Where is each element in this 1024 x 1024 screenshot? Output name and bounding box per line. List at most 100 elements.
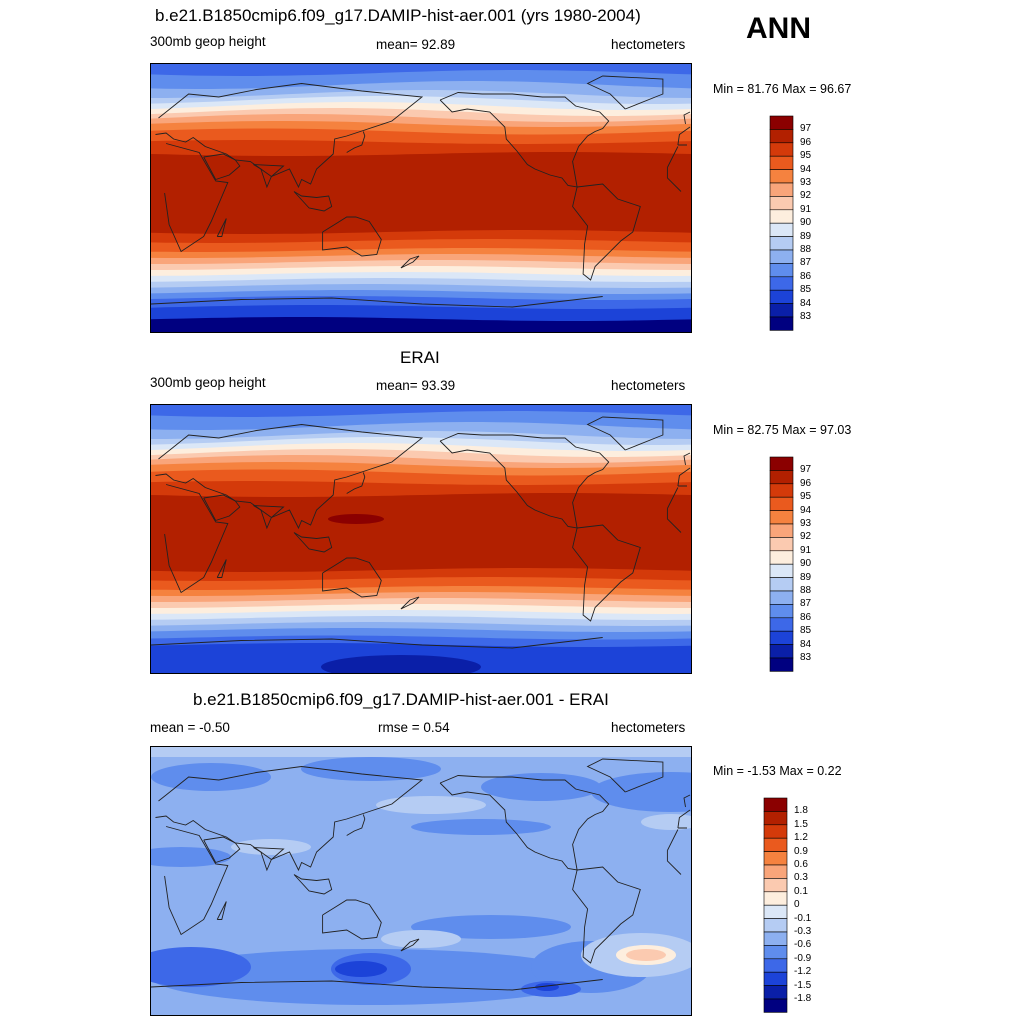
colorbar-tick-label: 0	[794, 899, 800, 911]
panel-3-mean-label: mean = -0.50	[150, 720, 230, 735]
coastlines	[151, 75, 691, 308]
coastline	[155, 424, 691, 530]
panel-3-title: b.e21.B1850cmip6.f09_g17.DAMIP-hist-aer.…	[193, 690, 609, 709]
colorbar-box	[763, 878, 788, 893]
colorbar-box	[769, 523, 794, 538]
colorbar-box	[769, 115, 794, 130]
colorbar-tick-label: 90	[800, 217, 812, 229]
colorbar-tick-label: 83	[800, 652, 812, 663]
contour-blob	[376, 796, 486, 814]
colorbar-box	[769, 510, 794, 525]
coastline	[203, 153, 241, 181]
coastline	[572, 183, 641, 281]
panel-1-title: b.e21.B1850cmip6.f09_g17.DAMIP-hist-aer.…	[155, 6, 641, 25]
colorbar-tick-label: 84	[800, 297, 812, 309]
colorbar-tick-label: 88	[800, 585, 812, 596]
colorbar-tick-label: 86	[800, 270, 812, 282]
colorbar-tick-label: 96	[800, 136, 812, 148]
coastline	[683, 452, 691, 466]
panel-1-mean-label: mean= 92.89	[376, 37, 456, 52]
colorbar-box	[763, 945, 788, 960]
colorbar-tick-label: 87	[800, 257, 812, 269]
coastline	[586, 416, 664, 451]
colorbar-box	[769, 617, 794, 632]
coastline	[572, 524, 641, 622]
coastline	[293, 532, 333, 553]
contour-blob	[481, 773, 601, 801]
colorbar-tick-label: 92	[800, 190, 812, 202]
colorbar-box	[769, 577, 794, 592]
colorbar-box	[769, 263, 794, 278]
colorbar-box	[769, 222, 794, 237]
coastline	[216, 901, 227, 920]
coastline	[216, 559, 227, 578]
panel-2-units-label: hectometers	[611, 378, 686, 393]
colorbar-box	[763, 891, 788, 906]
colorbar-tick-label: 89	[800, 230, 812, 242]
coastline	[400, 255, 420, 269]
min-contour	[321, 655, 481, 673]
colorbar-tick-label: 83	[800, 311, 812, 322]
colorbar-box	[769, 590, 794, 605]
colorbar-tick-label: -1.8	[794, 993, 812, 1004]
colorbar-tick-label: 90	[800, 558, 812, 570]
panel-1-colorbar: 97 96 95 94 93 92 91 90 89 88 87 86 85 84 83	[769, 115, 811, 336]
colorbar-tick-label: -0.9	[794, 952, 812, 964]
colorbar-box	[763, 824, 788, 839]
colorbar-box	[769, 209, 794, 224]
panel-3-units-label: hectometers	[611, 720, 686, 735]
colorbar-tick-label: 91	[800, 203, 812, 215]
colorbar-box	[769, 155, 794, 170]
colorbar-box	[769, 604, 794, 619]
contour-blob	[151, 763, 271, 791]
colorbar-box	[763, 797, 788, 812]
coastline	[346, 814, 366, 836]
coastline	[164, 143, 682, 253]
panel-1-map	[150, 63, 692, 333]
contour-band	[151, 317, 691, 332]
panel-2-title: ERAI	[400, 348, 440, 367]
colorbar-tick-label: 87	[800, 598, 812, 610]
colorbar-box	[769, 657, 794, 672]
colorbar-box	[769, 129, 794, 144]
colorbar-box	[769, 537, 794, 552]
colorbar-box	[769, 316, 794, 331]
colorbar-box	[769, 456, 794, 471]
coastline	[164, 484, 682, 594]
panel-2-map	[150, 404, 692, 674]
panel-1-minmax: Min = 81.76 Max = 96.67	[713, 82, 852, 96]
colorbar-box	[769, 196, 794, 211]
coastline	[151, 296, 603, 308]
panel-2-contour-map	[151, 405, 691, 673]
coastline	[253, 505, 285, 530]
coastline	[439, 775, 610, 871]
colorbar-tick-label: -0.1	[794, 912, 812, 924]
colorbar-box	[763, 864, 788, 879]
colorbar-box	[763, 918, 788, 933]
contour-blob	[411, 915, 571, 939]
coastline	[439, 92, 610, 188]
colorbar-tick-label: 95	[800, 150, 812, 162]
contour-band	[151, 747, 691, 757]
coastline	[164, 826, 682, 936]
colorbar-tick-label: 94	[800, 504, 812, 516]
contour-blob	[231, 839, 311, 855]
colorbar-tick-label: 85	[800, 625, 812, 637]
coastline	[586, 75, 664, 110]
coastline	[439, 433, 610, 529]
coastline	[400, 938, 420, 952]
panel-3-contour-map	[151, 747, 691, 1015]
colorbar-box	[769, 289, 794, 304]
colorbar-box	[769, 470, 794, 485]
coastlines	[151, 758, 691, 991]
coastline	[683, 794, 691, 808]
colorbar-tick-label: 97	[800, 123, 812, 135]
panel-3-colorbar: 1.8 1.5 1.2 0.9 0.6 0.3 0.1 0 -0.1 -0.3 -0.6 -0.9 -1…	[763, 797, 811, 1018]
colorbar-box	[763, 851, 788, 866]
panel-3-minmax: Min = -1.53 Max = 0.22	[713, 764, 842, 778]
contour-blob	[411, 819, 551, 835]
panel-3-map	[150, 746, 692, 1016]
panel-1-contour-map	[151, 64, 691, 332]
colorbar-box	[769, 236, 794, 251]
colorbar-tick-label: -0.3	[794, 926, 812, 937]
